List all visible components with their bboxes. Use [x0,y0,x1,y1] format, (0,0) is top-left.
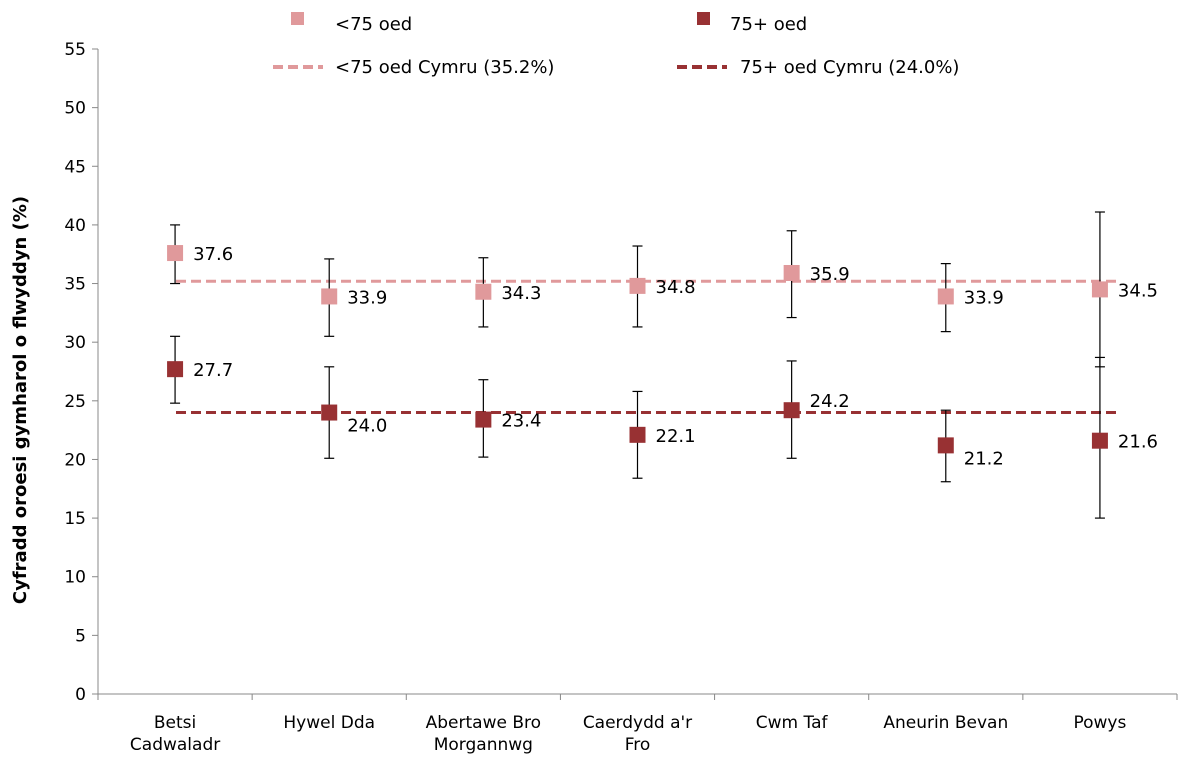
data-labels: 37.6 33.9 34.3 34.8 35.9 33.9 34.5 27.7 24.0 23.4… [193,244,1158,469]
x-category-label: Caerdydd a'r [583,713,692,733]
data-label: 34.3 [501,283,541,304]
y-axis-title: Cyfradd oroesi gymharol o flwyddyn (%) [10,196,31,604]
data-label: 27.7 [193,360,233,381]
x-category-label: Powys [1073,713,1126,733]
data-point [1091,432,1108,449]
data-label: 34.5 [1118,280,1158,301]
x-category-label: Morgannwg [434,735,533,755]
data-label: 22.1 [656,426,696,447]
data-label: 37.6 [193,244,233,265]
data-point [167,245,184,262]
legend-marker-75plus [697,12,710,25]
data-point [475,411,492,428]
y-tick-label: 30 [64,333,86,353]
data-point [629,277,646,294]
legend-label-75plus: 75+ oed [730,14,807,35]
data-point [629,426,646,443]
y-tick-label: 10 [64,568,86,588]
data-label: 23.4 [501,411,541,432]
y-tick-label: 5 [75,626,86,646]
legend-label-under75: <75 oed [335,14,412,35]
data-point [321,288,338,305]
x-category-label: Cadwaladr [130,735,220,755]
y-tick-label: 35 [64,275,86,295]
data-point [783,264,800,281]
data-label: 33.9 [964,287,1004,308]
data-label: 21.6 [1118,432,1158,453]
data-point [321,404,338,421]
x-category-label: Betsi [154,713,196,733]
legend: <75 oed 75+ oed <75 oed Cymru (35.2%) 75… [273,12,959,78]
data-label: 21.2 [964,448,1004,469]
data-point [167,361,184,378]
data-point [1091,281,1108,298]
y-tick-label: 40 [64,216,86,236]
x-category-label: Cwm Taf [756,713,829,733]
y-tick-label: 0 [75,685,86,705]
data-point [937,288,954,305]
y-tick-label: 25 [64,392,86,412]
x-category-label: Abertawe Bro [426,713,541,733]
data-point [783,402,800,419]
y-tick-label: 55 [64,40,86,60]
legend-marker-under75 [291,12,304,25]
data-label: 33.9 [347,287,387,308]
data-label: 24.2 [810,391,850,412]
y-tick-label: 20 [64,450,86,470]
y-tick-label: 45 [64,157,86,177]
y-tick-label: 50 [64,99,86,119]
data-label: 34.8 [656,277,696,298]
y-ticks: 0 5 10 15 20 25 30 35 40 45 50 55 [64,40,98,705]
data-point [475,283,492,300]
data-label: 35.9 [810,264,850,285]
data-points [167,245,1108,454]
y-tick-label: 15 [64,509,86,529]
error-bars [170,211,1105,519]
data-point [937,437,954,454]
legend-label-75plus-wales: 75+ oed Cymru (24.0%) [740,57,959,78]
x-category-label: Fro [625,735,651,755]
x-category-label: Hywel Dda [283,713,375,733]
x-category-label: Aneurin Bevan [883,713,1008,733]
data-label: 24.0 [347,416,387,437]
legend-label-under75-wales: <75 oed Cymru (35.2%) [335,57,554,78]
